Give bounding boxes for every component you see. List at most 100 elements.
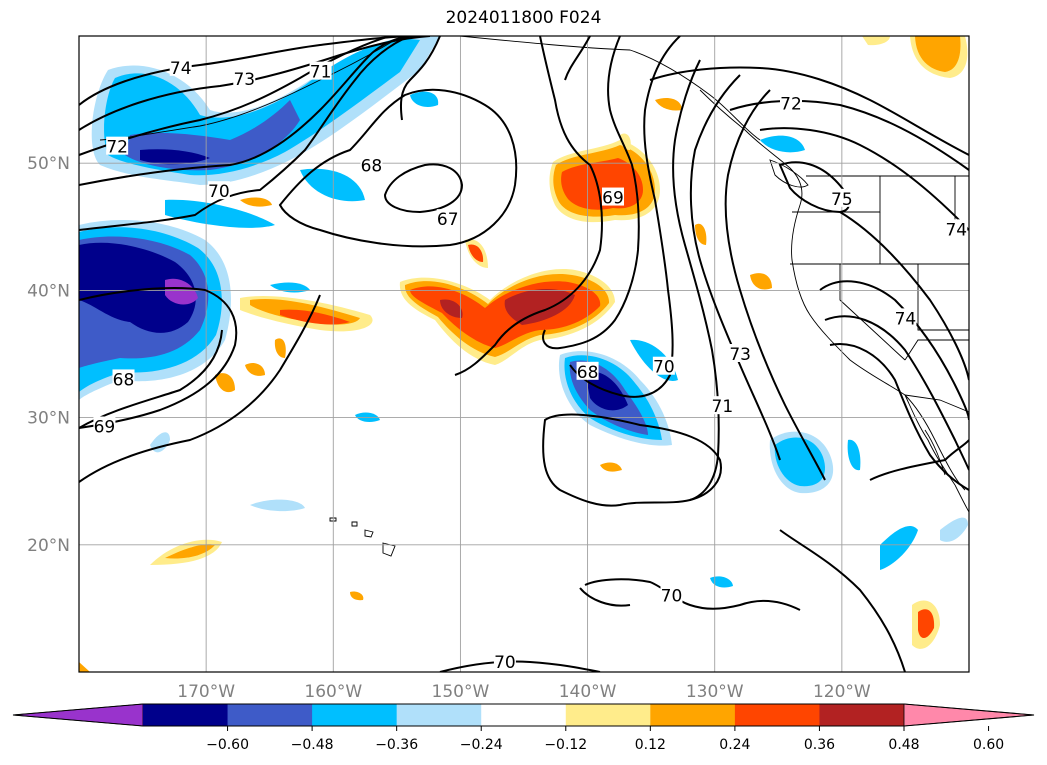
contour-label: 73 — [233, 70, 255, 90]
hawaii-islands — [329, 517, 396, 557]
contour-label-halo — [207, 181, 230, 200]
neg-region-nw-coast — [760, 135, 805, 153]
pos-region-small-11 — [350, 591, 364, 601]
map-title: 2024011800 F024 — [445, 8, 602, 28]
pos-region-small-6-inner — [468, 244, 484, 262]
contour-label: 72 — [780, 94, 802, 114]
border-az — [904, 339, 969, 361]
neg-region-small-6 — [847, 439, 861, 471]
contour-label-halo — [945, 219, 968, 238]
contour-label-halo — [602, 187, 624, 206]
height-contours — [79, 36, 969, 672]
colorbar-tick-label: −0.24 — [460, 737, 503, 753]
lon-label: 140°W — [559, 682, 617, 702]
coast-mexico — [954, 484, 969, 513]
contour-label-halo — [576, 361, 599, 380]
pos-region-central-core-b — [440, 299, 463, 318]
contour-68-loop — [278, 88, 518, 248]
lon-labels: 170°W 160°W 150°W 140°W 130°W 120°W — [177, 682, 871, 702]
pos-region-central-core-a — [504, 288, 575, 325]
neg-region-small-3 — [710, 576, 733, 588]
contour-label-halo — [233, 69, 256, 88]
pos-region-small-10 — [600, 462, 622, 472]
contour-70-southeast — [542, 413, 722, 507]
pos-region-small-2 — [215, 373, 235, 393]
lon-label: 150°W — [432, 682, 490, 702]
contour-label: 69 — [602, 189, 624, 209]
contour-labels: 74 73 71 72 70 68 67 69 72 75 74 74 73 71 70 68 68 69 70 70 — [93, 57, 968, 673]
contour-label-halo — [493, 651, 516, 670]
lat-label: 20°N — [27, 536, 70, 556]
contour-73-coast — [819, 280, 969, 421]
contour-label: 73 — [729, 345, 751, 365]
contour-70-south — [79, 294, 321, 483]
contour-label-halo — [93, 416, 116, 435]
neg-region-midlat-strip — [165, 199, 275, 228]
pos-region-small-12 — [620, 133, 631, 150]
contour-label-halo — [830, 188, 853, 207]
colorbar: −0.60 −0.48 −0.36 −0.24 −0.12 0.12 0.24 0.36 0.4… — [12, 703, 1035, 753]
pos-region-small-3 — [274, 338, 286, 358]
contour-72-coast — [824, 315, 969, 471]
contour-74-coast — [839, 211, 969, 381]
pos-region-baja-south-inner — [918, 609, 935, 639]
colorbar-tick-label: 0.48 — [888, 737, 919, 753]
contour-label-halo — [309, 61, 332, 80]
contour-73-ridge — [729, 99, 969, 171]
contour-67-loop — [383, 163, 464, 214]
border-us-mexico — [904, 394, 969, 413]
contour-70-subtrop-lower — [579, 587, 631, 607]
neg-region-small-7 — [410, 91, 439, 107]
anomaly-shading — [79, 36, 968, 672]
contour-label: 70 — [661, 587, 683, 607]
colorbar-segment — [819, 704, 905, 726]
lat-label: 50°N — [27, 154, 70, 174]
colorbar-segment — [143, 704, 229, 726]
neg-region-gulf-patch — [300, 168, 365, 202]
contour-label-halo — [106, 136, 129, 155]
pos-region-small-7 — [655, 98, 682, 111]
contour-label-halo — [894, 308, 917, 327]
contour-73-west — [79, 36, 431, 131]
neg-region-westpac-min — [165, 278, 198, 305]
colorbar-segment — [312, 704, 398, 726]
contour-label-halo — [711, 396, 734, 415]
lat-labels: 20°N 30°N 40°N 50°N — [27, 154, 70, 556]
contour-71-mid — [542, 36, 640, 350]
colorbar-segment — [565, 704, 651, 726]
colorbar-tick-label: 0.60 — [973, 737, 1004, 753]
contour-label-halo — [729, 344, 752, 362]
border-ca-nv — [839, 264, 906, 361]
contour-72-west — [79, 36, 391, 156]
colorbar-extend-high — [903, 703, 1035, 727]
contour-label: 68 — [113, 370, 135, 390]
lon-label: 130°W — [686, 682, 744, 702]
colorbar-tick-label: −0.12 — [544, 737, 587, 753]
contour-label: 75 — [831, 190, 853, 210]
graticule — [79, 36, 969, 672]
coast-west-us — [791, 204, 966, 491]
neg-region-mexico — [940, 517, 968, 542]
contour-label: 71 — [712, 397, 734, 417]
pos-region-small-8 — [750, 273, 772, 290]
pos-region-small-13 — [862, 36, 890, 46]
contour-68-west — [79, 329, 223, 429]
contour-label-halo — [360, 155, 383, 174]
coast-baja — [904, 394, 956, 486]
coast-alaska-gulf — [459, 36, 761, 141]
contour-71-west — [79, 36, 411, 186]
contour-72-ridge — [649, 66, 969, 156]
neg-region-aleutian-core — [140, 149, 210, 165]
neg-region-small-4 — [270, 282, 310, 293]
contour-74-ridge — [759, 127, 969, 231]
pos-region-small-14 — [79, 662, 90, 672]
pos-region-small-1-inner — [165, 544, 215, 559]
contour-label-halo — [780, 93, 802, 112]
contour-label-halo — [652, 356, 675, 375]
contour-74-west — [79, 36, 421, 106]
contour-label: 69 — [94, 418, 116, 438]
contour-label: 67 — [437, 210, 459, 230]
coast-alaska-aleutians — [99, 36, 421, 141]
contour-70-subtrop — [584, 578, 801, 611]
colorbar-tick-label: −0.48 — [291, 737, 334, 753]
